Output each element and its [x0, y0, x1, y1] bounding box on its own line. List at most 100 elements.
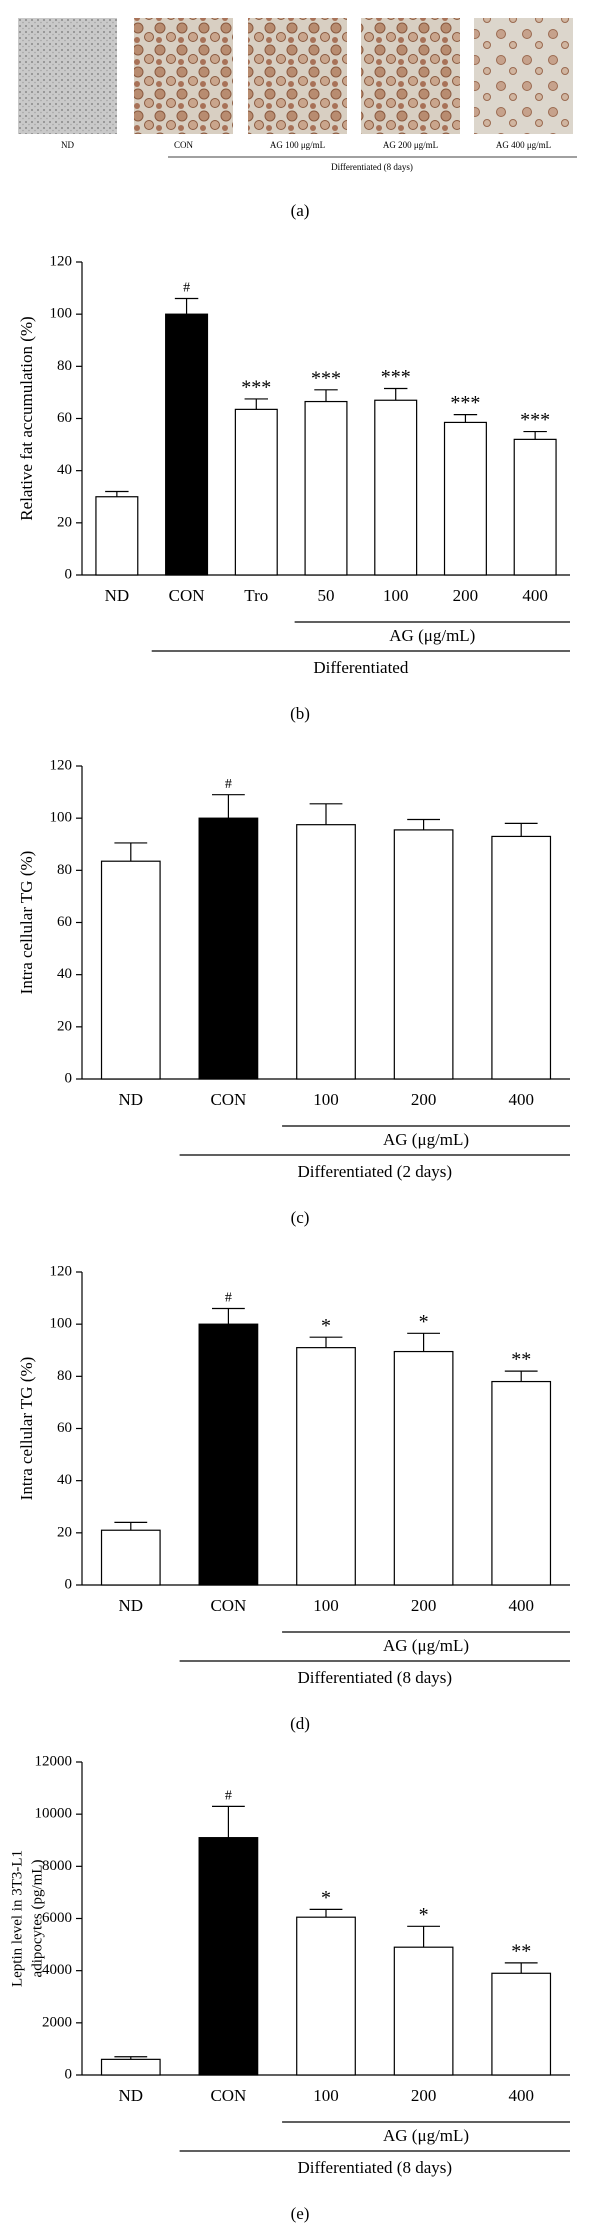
y-tick-label: 120 — [50, 1263, 73, 1279]
y-tick-label: 0 — [65, 1576, 73, 1592]
significance: * — [419, 1904, 429, 1926]
y-tick-label: 100 — [50, 306, 73, 322]
x-tick-label: ND — [119, 1596, 144, 1615]
significance: *** — [450, 392, 480, 414]
bar — [100, 2058, 161, 2076]
significance: *** — [520, 409, 550, 431]
y-tick-label: 2000 — [42, 2014, 72, 2030]
group-label: AG (μg/mL) — [383, 2126, 469, 2145]
x-tick-label: 400 — [522, 586, 548, 605]
group-label: Differentiated (8 days) — [298, 2158, 453, 2177]
significance: # — [183, 281, 190, 296]
bar — [95, 496, 139, 576]
y-tick-label: 20 — [57, 1018, 72, 1034]
y-axis-label: Relative fat accumulation (%) — [17, 316, 36, 520]
micrograph — [18, 18, 117, 134]
image-label: ND — [61, 140, 74, 150]
bar — [491, 835, 552, 1080]
bar — [198, 817, 259, 1080]
bar — [234, 408, 278, 576]
bar — [296, 1347, 356, 1586]
y-tick-label: 0 — [65, 2066, 73, 2082]
bar — [374, 399, 418, 576]
y-axis-label: Leptin level in 3T3-L1 — [9, 1850, 25, 1987]
image-label: CON — [174, 140, 194, 150]
group-label: AG (μg/mL) — [383, 1636, 469, 1655]
y-tick-label: 100 — [50, 810, 73, 826]
y-tick-label: 4000 — [42, 1962, 72, 1978]
bar — [491, 1972, 552, 2076]
image-label: AG 400 μg/mL — [496, 140, 551, 150]
x-tick-label: 200 — [411, 1596, 437, 1615]
bar — [393, 1350, 454, 1586]
significance: # — [225, 1291, 232, 1306]
y-tick-label: 80 — [57, 862, 72, 878]
y-axis-label: adipocytes (pg/mL) — [29, 1860, 45, 1978]
y-tick-label: 8000 — [42, 1858, 72, 1874]
y-tick-label: 40 — [57, 462, 72, 478]
bar — [198, 1323, 259, 1586]
x-tick-label: CON — [210, 2086, 246, 2105]
x-tick-label: ND — [105, 586, 130, 605]
x-tick-label: CON — [169, 586, 205, 605]
significance: ** — [511, 1940, 531, 1962]
x-tick-label: CON — [210, 1596, 246, 1615]
bar — [491, 1380, 552, 1586]
x-tick-label: ND — [119, 1090, 144, 1109]
image-label: AG 100 μg/mL — [270, 140, 325, 150]
x-tick-label: 100 — [313, 2086, 339, 2105]
y-tick-label: 60 — [57, 1420, 72, 1436]
y-tick-label: 100 — [50, 1316, 73, 1332]
significance: * — [419, 1311, 429, 1333]
bar — [513, 438, 557, 576]
y-axis-label: Intra cellular TG (%) — [17, 1357, 36, 1501]
y-tick-label: 60 — [57, 410, 72, 426]
x-tick-label: 100 — [313, 1596, 339, 1615]
y-tick-label: 60 — [57, 914, 72, 930]
bar — [296, 824, 356, 1080]
significance: *** — [241, 377, 271, 399]
bar — [100, 1529, 161, 1586]
x-tick-label: CON — [210, 1090, 246, 1109]
significance: *** — [311, 367, 341, 389]
y-tick-label: 10000 — [35, 1806, 73, 1822]
y-tick-label: 0 — [65, 1070, 73, 1086]
x-tick-label: 50 — [318, 586, 335, 605]
bar — [100, 860, 161, 1080]
caption: (c) — [291, 1208, 310, 1227]
group-label: Differentiated (8 days) — [331, 162, 413, 172]
y-tick-label: 80 — [57, 358, 72, 374]
x-tick-label: 100 — [383, 586, 409, 605]
y-tick-label: 12000 — [35, 1753, 73, 1769]
y-tick-label: 20 — [57, 1524, 72, 1540]
micrograph — [134, 18, 233, 134]
y-tick-label: 80 — [57, 1368, 72, 1384]
micrograph — [248, 18, 347, 134]
group-label: Differentiated (8 days) — [298, 1668, 453, 1687]
bar — [393, 1946, 454, 2076]
y-tick-label: 20 — [57, 514, 72, 530]
bar — [304, 400, 348, 576]
x-tick-label: 200 — [453, 586, 479, 605]
x-tick-label: 400 — [508, 1090, 534, 1109]
significance: * — [321, 1315, 331, 1337]
y-tick-label: 120 — [50, 757, 73, 773]
y-tick-label: 0 — [65, 566, 73, 582]
caption: (a) — [291, 201, 310, 220]
y-tick-label: 40 — [57, 966, 72, 982]
x-tick-label: 200 — [411, 1090, 437, 1109]
significance: # — [225, 1789, 232, 1804]
y-tick-label: 120 — [50, 253, 73, 269]
x-tick-label: 100 — [313, 1090, 339, 1109]
x-tick-label: Tro — [244, 586, 268, 605]
caption: (b) — [290, 704, 310, 723]
significance: # — [225, 777, 232, 792]
significance: *** — [381, 366, 411, 388]
x-tick-label: ND — [119, 2086, 144, 2105]
micrograph — [361, 18, 460, 134]
bar — [393, 829, 454, 1080]
significance: ** — [511, 1349, 531, 1371]
y-axis-label: Intra cellular TG (%) — [17, 851, 36, 995]
micrograph — [474, 18, 573, 134]
